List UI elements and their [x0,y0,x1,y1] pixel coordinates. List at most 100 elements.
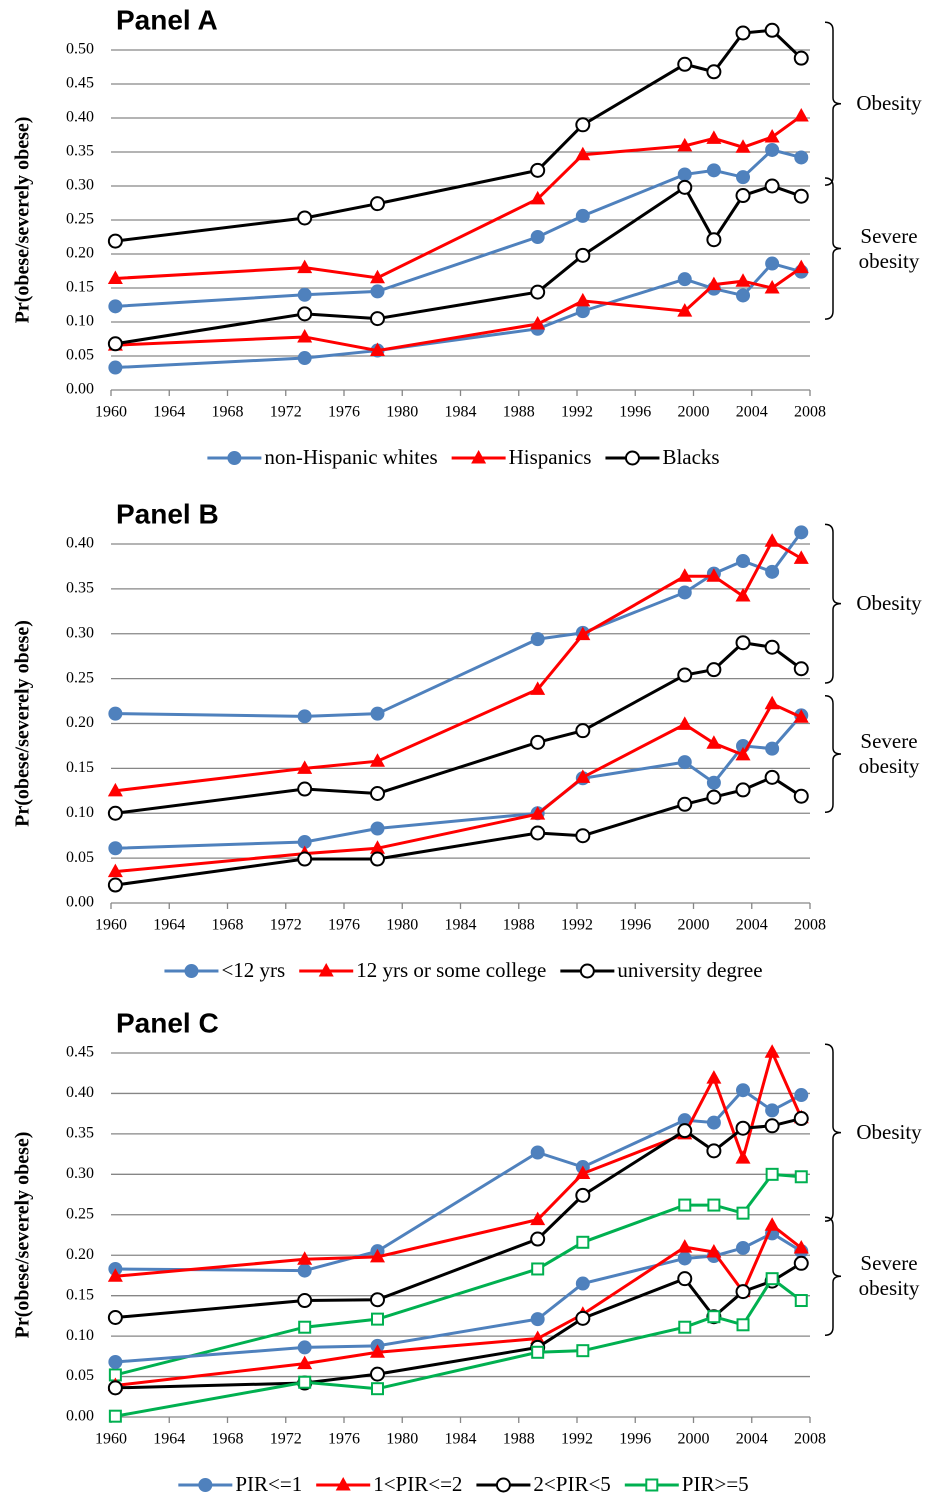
marker [794,525,809,540]
x-tick-label: 1980 [386,917,418,934]
marker [677,755,692,770]
x-tick-label: 1976 [328,1431,360,1448]
marker [107,336,123,352]
legend: non-Hispanic whites Hispanics Blacks [207,445,720,469]
marker [735,746,751,761]
marker [677,56,693,72]
marker [471,450,487,464]
marker [736,1240,751,1255]
marker [370,706,385,721]
legend: <12 yrs 12 yrs or some college university … [164,958,763,982]
marker [107,1310,123,1326]
annotation-box: Obesity [856,1120,921,1144]
series-line [115,114,803,280]
marker [107,782,123,797]
y-axis-label: Pr(obese/severely obese) [12,117,34,324]
y-tick-label: 0.40 [66,535,94,552]
marker [793,1111,809,1127]
marker [677,167,692,182]
marker [735,188,751,204]
bracket [824,1216,842,1336]
bracket [824,1043,842,1222]
marker [575,1165,591,1180]
annotation-box: Severe obesity [859,1251,920,1300]
marker [530,1330,546,1345]
marker [794,1170,808,1184]
marker [530,1312,545,1327]
marker [297,210,313,226]
marker [530,681,546,695]
marker [297,1293,313,1309]
x-tick-label: 1972 [270,1431,302,1448]
x-tick-label: 1960 [95,917,127,934]
marker [575,292,591,307]
x-tick-label: 1980 [386,404,418,421]
annotation: Obesity [856,591,922,616]
marker [765,1167,779,1181]
legend-item: PIR>=5 [624,1472,749,1496]
marker [297,328,313,343]
marker [764,178,780,194]
marker [370,284,385,299]
x-tick-label: 1976 [328,404,360,421]
legend-item: 1<PIR<=2 [316,1472,462,1496]
x-tick-label: 1960 [95,404,127,421]
marker [707,1198,721,1212]
x-tick-label: 1992 [561,1431,593,1448]
x-tick-label: 1984 [445,1431,477,1448]
panel: Panel B Pr(obese/severely obese) 0.00 0.05 0… [12,498,922,982]
marker [736,1206,750,1220]
series-line [115,531,803,718]
marker [575,769,591,783]
marker [297,1263,312,1278]
marker [764,769,780,785]
marker [369,1366,385,1382]
marker [793,259,809,274]
panel-title: Panel A [116,4,218,35]
marker [706,1243,722,1258]
bracket [824,523,842,684]
legend-label: 12 yrs or some college [356,958,546,982]
marker [677,1251,692,1266]
marker [793,709,809,723]
x-tick-label: 2008 [794,917,826,934]
legend-label: PIR<=1 [235,1472,302,1496]
annotation: Severe obesity [858,729,920,778]
x-tick-label: 1968 [212,404,244,421]
marker [793,788,809,804]
bracket [824,695,842,814]
x-tick-label: 2008 [794,1431,826,1448]
marker [531,1262,545,1276]
y-tick-label: 0.35 [66,143,94,160]
marker [735,635,751,651]
bracket [824,177,842,320]
marker [575,1310,591,1326]
marker [793,661,809,677]
y-tick-label: 0.35 [66,1125,94,1142]
y-tick-label: 0.10 [66,804,94,821]
marker [677,179,693,195]
legend: PIR<=1 1<PIR<=2 2<PIR<5 PIR>=5 [178,1472,749,1496]
annotation: Severe obesity [858,223,920,273]
series-line [115,184,802,346]
marker [370,1312,384,1326]
x-tick-label: 1988 [503,1431,535,1448]
marker [735,273,751,287]
series-line [115,1172,802,1377]
y-tick-label: 0.15 [66,1286,94,1303]
y-tick-label: 0.05 [66,1367,94,1384]
y-tick-label: 0.30 [66,1165,94,1182]
series-line [115,266,803,353]
marker [369,1344,385,1358]
marker [735,25,751,41]
marker [736,1083,751,1098]
x-tick-label: 1968 [212,917,244,934]
marker [575,304,590,319]
marker [736,288,751,303]
marker [369,851,385,867]
marker [576,1235,590,1249]
series-line [115,1231,803,1364]
x-tick-label: 1972 [270,404,302,421]
marker [764,1217,780,1231]
marker [369,196,385,212]
